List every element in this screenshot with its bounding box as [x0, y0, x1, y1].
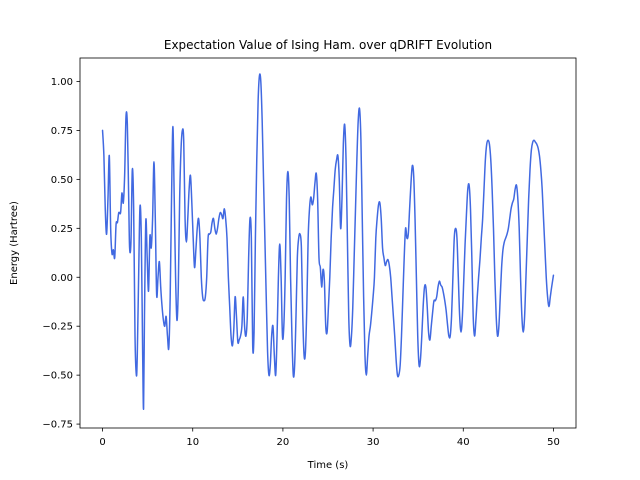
x-tick-label: 20 — [277, 437, 290, 448]
chart-title: Expectation Value of Ising Ham. over qDR… — [164, 38, 492, 52]
x-tick-label: 0 — [99, 437, 105, 448]
x-tick-label: 10 — [186, 437, 199, 448]
y-tick-label: 0.00 — [51, 273, 73, 284]
y-tick-label: 0.50 — [51, 175, 73, 186]
y-tick-label: 0.25 — [51, 224, 73, 235]
x-axis: 0 10 20 30 40 50 — [99, 428, 560, 448]
y-tick-label: −0.50 — [42, 371, 73, 382]
x-tick-label: 30 — [367, 437, 380, 448]
x-tick-label: 50 — [547, 437, 560, 448]
y-tick-label: 0.75 — [51, 126, 73, 137]
y-axis: −0.75 −0.50 −0.25 0.00 0.25 0.50 0.75 1.00 — [42, 77, 80, 431]
y-axis-label: Energy (Hartree) — [9, 201, 20, 285]
y-tick-label: −0.75 — [42, 420, 73, 431]
energy-series-line — [101, 73, 555, 411]
y-tick-label: 1.00 — [51, 77, 73, 88]
x-tick-label: 40 — [457, 437, 470, 448]
y-tick-label: −0.25 — [42, 322, 73, 333]
plot-area-frame — [79, 57, 577, 429]
x-axis-label: Time (s) — [307, 460, 349, 471]
